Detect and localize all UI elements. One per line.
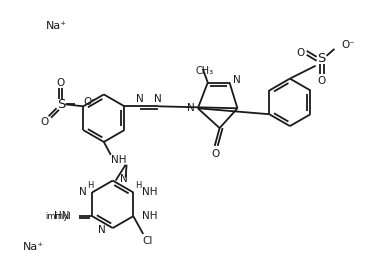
Text: N: N <box>233 75 240 85</box>
Text: O: O <box>297 48 305 58</box>
Text: H: H <box>135 181 141 190</box>
Text: S: S <box>57 98 66 111</box>
Text: N: N <box>187 103 195 113</box>
Text: N: N <box>98 225 106 235</box>
Text: Cl: Cl <box>142 236 152 246</box>
Text: N: N <box>137 94 144 104</box>
Text: CH₃: CH₃ <box>196 66 214 76</box>
Text: O: O <box>40 117 49 127</box>
Text: O: O <box>57 78 65 88</box>
Text: O⁻: O⁻ <box>83 97 97 107</box>
Text: O⁻: O⁻ <box>341 40 355 50</box>
Text: O: O <box>211 149 220 159</box>
Text: NH: NH <box>142 211 158 221</box>
Text: iminyl: iminyl <box>45 212 70 221</box>
Text: HN: HN <box>54 211 69 221</box>
Text: S: S <box>317 52 326 65</box>
Text: Na⁺: Na⁺ <box>46 21 67 31</box>
Text: Na⁺: Na⁺ <box>23 242 44 252</box>
Text: N: N <box>80 187 87 197</box>
Text: N: N <box>120 174 127 184</box>
Text: N: N <box>154 94 162 104</box>
Text: O: O <box>317 76 326 86</box>
Text: NH: NH <box>142 187 158 197</box>
Text: H: H <box>87 181 93 190</box>
Text: NH: NH <box>111 155 126 165</box>
